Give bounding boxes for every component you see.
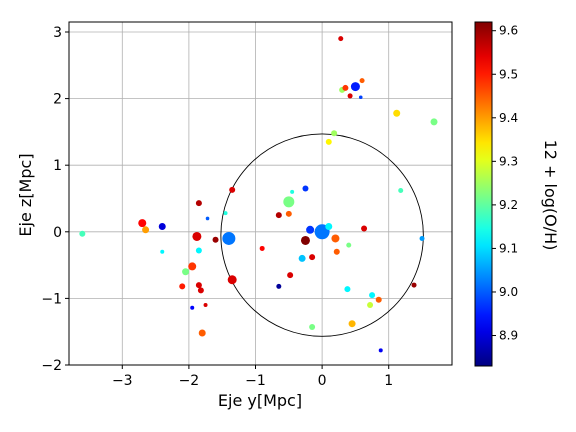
data-point [367,302,374,309]
data-point [158,222,166,230]
colorbar-tick-label: 9.5 [499,67,518,81]
data-point [197,287,204,294]
data-point [342,84,349,91]
axis-ticks: −3 −2 −1 0 1 −2 −1 0 1 2 3 [41,25,393,389]
y-tick-label: 0 [53,225,62,241]
data-point [306,225,315,234]
colorbar-label: 12 + log(O/H) [541,140,560,251]
data-point [275,212,282,219]
data-point [259,245,265,251]
colorbar-tick-label: 9.2 [499,198,518,212]
data-point [227,275,237,285]
data-point [419,235,425,241]
colorbar-tick-label: 8.9 [499,329,518,343]
data-point [300,235,310,245]
data-point [285,210,292,217]
data-point [325,222,333,230]
data-point [333,248,340,255]
y-tick-label: −1 [41,291,62,307]
data-point [411,282,417,288]
data-point [179,283,186,290]
data-point [205,216,210,221]
data-point [348,320,356,328]
y-tick-label: −2 [41,358,62,374]
x-tick-label: 0 [318,373,327,389]
data-point [223,211,228,216]
data-point [309,254,316,261]
data-point [344,286,351,293]
data-point [195,200,202,207]
radius-circle [220,133,424,337]
data-point [309,324,316,331]
colorbar-tick-label: 9.3 [499,154,518,168]
y-tick-label: 2 [53,92,62,108]
data-point [393,109,401,117]
data-point [398,188,404,194]
data-point [359,78,365,84]
data-point [195,282,202,289]
data-point [347,93,353,99]
reference-circle [220,133,424,337]
data-point [331,234,340,243]
data-point [369,292,376,299]
data-point [79,230,86,237]
data-point [138,219,147,228]
data-point [276,283,282,289]
data-point [195,247,202,254]
colorbar-tick-label: 9.6 [499,24,518,38]
data-point [182,268,190,276]
data-point [298,254,306,262]
plot-frame [68,21,453,366]
data-point [283,196,295,208]
y-tick-label: 1 [53,158,62,174]
data-point [302,185,309,192]
data-point [375,296,382,303]
data-point [346,242,352,248]
data-point [198,329,206,337]
x-tick-label: −2 [179,373,200,389]
x-tick-label: 1 [384,373,393,389]
data-point [192,231,202,241]
colorbar-tick-label: 9.0 [499,285,518,299]
data-point [188,262,197,271]
data-point [325,138,332,145]
data-point [222,231,236,245]
colorbar-tick-label: 9.1 [499,241,518,255]
data-point [229,186,236,193]
colorbar-ticks: 8.9 9.0 9.1 9.2 9.3 9.4 9.5 9.6 [492,24,518,343]
colorbar-tick-label: 9.4 [499,111,518,125]
data-points [79,36,438,353]
colorbar [474,21,493,367]
x-tick-label: −3 [112,373,133,389]
data-point [378,348,383,353]
data-point [212,236,219,243]
data-point [142,226,150,234]
data-point [430,118,438,126]
data-point [338,36,344,42]
data-point [160,249,165,254]
data-point [190,305,195,310]
data-point [361,225,368,232]
grid-lines [69,22,452,366]
y-axis-label: Eje z[Mpc] [16,153,35,236]
x-tick-label: −1 [245,373,266,389]
data-point [350,82,360,92]
data-point [290,189,295,194]
data-point [203,303,208,308]
y-tick-label: 3 [53,25,62,41]
data-point [287,272,294,279]
data-point [358,95,363,100]
data-point [331,130,338,137]
x-axis-label: Eje y[Mpc] [218,391,302,410]
